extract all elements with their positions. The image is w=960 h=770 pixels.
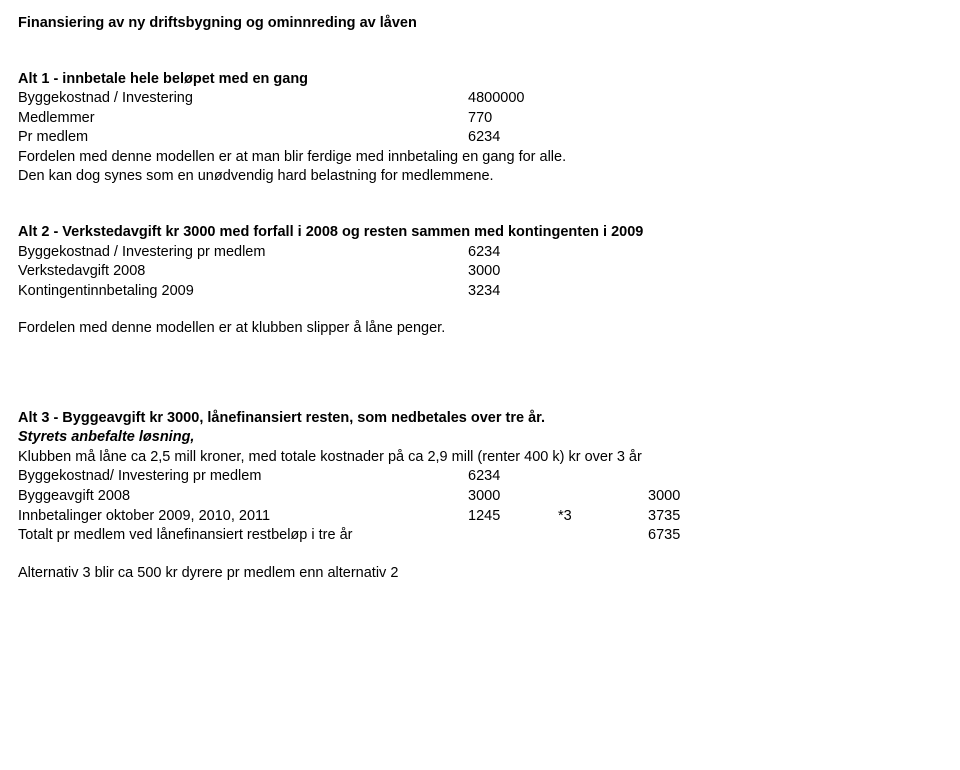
row-value: 6234 (468, 128, 558, 148)
row-value-3: 6735 (648, 526, 738, 546)
row-label: Pr medlem (18, 128, 468, 148)
row-value-2 (558, 526, 648, 546)
spacer (18, 52, 942, 70)
alt3-intro: Klubben må låne ca 2,5 mill kroner, med … (18, 448, 942, 468)
row-value-3: 3735 (648, 507, 738, 527)
alt3-row: Byggeavgift 2008 3000 3000 (18, 487, 942, 507)
alt1-heading: Alt 1 - innbetale hele beløpet med en ga… (18, 70, 942, 90)
row-label: Kontingentinnbetaling 2009 (18, 282, 468, 302)
row-label: Innbetalinger oktober 2009, 2010, 2011 (18, 507, 468, 527)
row-value-3: 3000 (648, 487, 738, 507)
row-label: Totalt pr medlem ved lånefinansiert rest… (18, 526, 468, 546)
row-value: 4800000 (468, 89, 558, 109)
row-label: Verkstedavgift 2008 (18, 262, 468, 282)
alt2-note: Fordelen med denne modellen er at klubbe… (18, 319, 942, 339)
alt2-row: Byggekostnad / Investering pr medlem 623… (18, 243, 942, 263)
spacer (18, 301, 942, 319)
alt3-subheading: Styrets anbefalte løsning, (18, 428, 942, 448)
alt3-footer: Alternativ 3 blir ca 500 kr dyrere pr me… (18, 564, 942, 584)
row-value-2: *3 (558, 507, 648, 527)
alt2-heading: Alt 2 - Verkstedavgift kr 3000 med forfa… (18, 223, 942, 243)
alt3-heading: Alt 3 - Byggeavgift kr 3000, lånefinansi… (18, 409, 942, 429)
row-label: Byggeavgift 2008 (18, 487, 468, 507)
alt2-row: Kontingentinnbetaling 2009 3234 (18, 282, 942, 302)
row-value-2 (558, 467, 648, 487)
alt1-row: Byggekostnad / Investering 4800000 (18, 89, 942, 109)
row-value-1 (468, 526, 558, 546)
row-value: 3234 (468, 282, 558, 302)
alt3-row: Innbetalinger oktober 2009, 2010, 2011 1… (18, 507, 942, 527)
row-value-2 (558, 487, 648, 507)
page-title: Finansiering av ny driftsbygning og omin… (18, 14, 942, 34)
alt1-note-2: Den kan dog synes som en unødvendig hard… (18, 167, 942, 187)
row-label: Byggekostnad/ Investering pr medlem (18, 467, 468, 487)
alt3-section: Alt 3 - Byggeavgift kr 3000, lånefinansi… (18, 409, 942, 546)
spacer (18, 205, 942, 223)
alt1-note-1: Fordelen med denne modellen er at man bl… (18, 148, 942, 168)
alt1-row: Pr medlem 6234 (18, 128, 942, 148)
spacer (18, 546, 942, 564)
row-value-1: 3000 (468, 487, 558, 507)
row-value: 6234 (468, 243, 558, 263)
spacer (18, 339, 942, 391)
row-label: Medlemmer (18, 109, 468, 129)
alt2-row: Verkstedavgift 2008 3000 (18, 262, 942, 282)
document-page: Finansiering av ny driftsbygning og omin… (0, 0, 960, 597)
spacer (18, 391, 942, 409)
alt1-section: Alt 1 - innbetale hele beløpet med en ga… (18, 70, 942, 187)
row-label: Byggekostnad / Investering (18, 89, 468, 109)
row-label: Byggekostnad / Investering pr medlem (18, 243, 468, 263)
alt1-row: Medlemmer 770 (18, 109, 942, 129)
row-value-3 (648, 467, 738, 487)
row-value: 770 (468, 109, 558, 129)
alt3-row: Totalt pr medlem ved lånefinansiert rest… (18, 526, 942, 546)
row-value-1: 6234 (468, 467, 558, 487)
alt3-row: Byggekostnad/ Investering pr medlem 6234 (18, 467, 942, 487)
row-value: 3000 (468, 262, 558, 282)
spacer (18, 187, 942, 205)
alt2-section: Alt 2 - Verkstedavgift kr 3000 med forfa… (18, 223, 942, 339)
row-value-1: 1245 (468, 507, 558, 527)
